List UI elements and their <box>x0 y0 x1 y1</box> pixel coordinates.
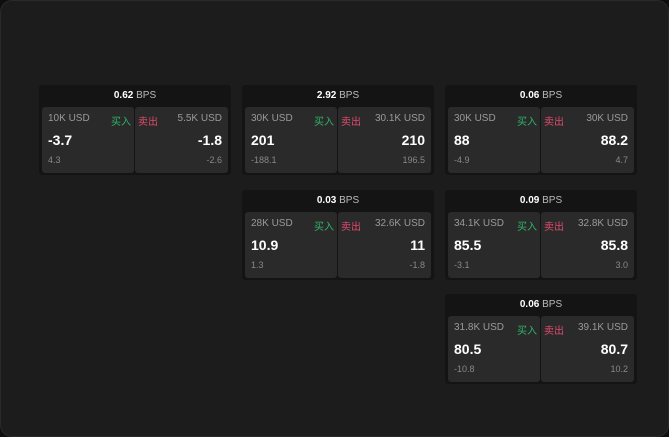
spread-header: 0.06 BPS <box>445 85 637 106</box>
buy-price: 85.5 <box>454 237 482 253</box>
buy-size: 31.8K USD <box>454 322 505 333</box>
spread-header: 0.06 BPS <box>445 294 637 315</box>
spread-value: 0.06 <box>519 90 540 101</box>
buy-size: 34.1K USD <box>454 218 505 229</box>
price-tile: 0.06 BPS 30K USD 买入 88 -4.9 30K USD 卖出 8… <box>445 85 637 175</box>
buy-button[interactable]: 30K USD 买入 88 -4.9 <box>448 107 540 173</box>
buy-button[interactable]: 34.1K USD 买入 85.5 -3.1 <box>448 212 540 278</box>
price-tile: 0.09 BPS 34.1K USD 买入 85.5 -3.1 32.8K US… <box>445 190 637 280</box>
spread-unit: BPS <box>339 195 360 206</box>
sell-size: 32.6K USD <box>374 218 425 229</box>
price-tile: 2.92 BPS 30K USD 买入 201 -188.1 30.1K USD… <box>242 85 434 175</box>
buy-price: 80.5 <box>454 341 482 357</box>
sell-button[interactable]: 30K USD 卖出 88.2 4.7 <box>541 107 634 173</box>
buy-size: 28K USD <box>251 218 293 229</box>
sell-change: 196.5 <box>402 155 425 165</box>
buy-change: 4.3 <box>48 155 61 165</box>
sell-size: 39.1K USD <box>577 322 628 333</box>
spread-unit: BPS <box>136 90 157 101</box>
spread-header: 0.03 BPS <box>242 190 434 211</box>
sell-button[interactable]: 32.6K USD 卖出 11 -1.8 <box>338 212 431 278</box>
sell-label: 卖出 <box>544 326 564 337</box>
buy-change: -3.1 <box>454 260 470 270</box>
sell-size: 30K USD <box>586 113 628 124</box>
sell-price: 210 <box>401 132 425 148</box>
buy-label: 买入 <box>517 326 537 337</box>
buy-label: 买入 <box>517 117 537 128</box>
sell-button[interactable]: 32.8K USD 卖出 85.8 3.0 <box>541 212 634 278</box>
sell-change: 10.2 <box>610 364 628 374</box>
price-tile: 0.62 BPS 10K USD 买入 -3.7 4.3 5.5K USD 卖出… <box>39 85 231 175</box>
spread-value: 0.06 <box>519 299 540 310</box>
buy-price: 201 <box>251 132 275 148</box>
spread-value: 0.09 <box>519 195 540 206</box>
buy-size: 30K USD <box>251 113 293 124</box>
price-tile: 0.03 BPS 28K USD 买入 10.9 1.3 32.6K USD 卖… <box>242 190 434 280</box>
sell-size: 5.5K USD <box>177 113 222 124</box>
spread-header: 0.62 BPS <box>39 85 231 106</box>
buy-change: -4.9 <box>454 155 470 165</box>
sell-price: -1.8 <box>197 132 222 148</box>
spread-unit: BPS <box>542 195 563 206</box>
buy-change: -188.1 <box>251 155 277 165</box>
buy-label: 买入 <box>111 117 131 128</box>
spread-value: 0.62 <box>113 90 134 101</box>
buy-change: 1.3 <box>251 260 264 270</box>
buy-label: 买入 <box>314 117 334 128</box>
buy-change: -10.8 <box>454 364 475 374</box>
sell-button[interactable]: 5.5K USD 卖出 -1.8 -2.6 <box>135 107 228 173</box>
buy-price: -3.7 <box>48 132 73 148</box>
price-tile: 0.06 BPS 31.8K USD 买入 80.5 -10.8 39.1K U… <box>445 294 637 384</box>
spread-header: 2.92 BPS <box>242 85 434 106</box>
sell-label: 卖出 <box>544 117 564 128</box>
buy-button[interactable]: 30K USD 买入 201 -188.1 <box>245 107 337 173</box>
buy-price: 88 <box>454 132 470 148</box>
spread-unit: BPS <box>542 90 563 101</box>
sell-label: 卖出 <box>341 222 361 233</box>
sell-size: 32.8K USD <box>577 218 628 229</box>
sell-price: 11 <box>410 237 425 253</box>
sell-label: 卖出 <box>544 222 564 233</box>
buy-button[interactable]: 31.8K USD 买入 80.5 -10.8 <box>448 316 540 382</box>
buy-label: 买入 <box>314 222 334 233</box>
buy-button[interactable]: 10K USD 买入 -3.7 4.3 <box>42 107 134 173</box>
sell-button[interactable]: 30.1K USD 卖出 210 196.5 <box>338 107 431 173</box>
sell-price: 85.8 <box>600 237 628 253</box>
sell-size: 30.1K USD <box>374 113 425 124</box>
buy-size: 30K USD <box>454 113 496 124</box>
spread-unit: BPS <box>339 90 360 101</box>
buy-size: 10K USD <box>48 113 90 124</box>
spread-header: 0.09 BPS <box>445 190 637 211</box>
sell-price: 88.2 <box>600 132 628 148</box>
sell-label: 卖出 <box>341 117 361 128</box>
buy-button[interactable]: 28K USD 买入 10.9 1.3 <box>245 212 337 278</box>
spread-value: 0.03 <box>316 195 337 206</box>
sell-price: 80.7 <box>600 341 628 357</box>
buy-label: 买入 <box>517 222 537 233</box>
sell-change: -2.6 <box>206 155 222 165</box>
sell-change: -1.8 <box>409 260 425 270</box>
sell-change: 4.7 <box>615 155 628 165</box>
sell-button[interactable]: 39.1K USD 卖出 80.7 10.2 <box>541 316 634 382</box>
sell-label: 卖出 <box>138 117 158 128</box>
sell-change: 3.0 <box>615 260 628 270</box>
spread-value: 2.92 <box>316 90 337 101</box>
buy-price: 10.9 <box>251 237 279 253</box>
spread-unit: BPS <box>542 299 563 310</box>
